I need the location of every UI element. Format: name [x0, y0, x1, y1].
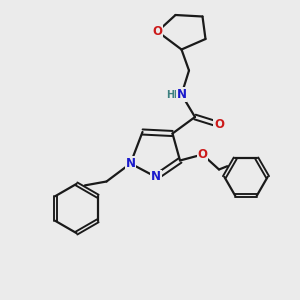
Text: N: N: [125, 157, 136, 170]
Text: O: O: [197, 148, 208, 161]
Text: N: N: [176, 88, 187, 101]
Text: O: O: [152, 25, 163, 38]
Text: H: H: [173, 89, 181, 100]
Text: O: O: [214, 118, 224, 131]
Text: N: N: [151, 170, 161, 184]
Text: H: H: [166, 89, 174, 100]
